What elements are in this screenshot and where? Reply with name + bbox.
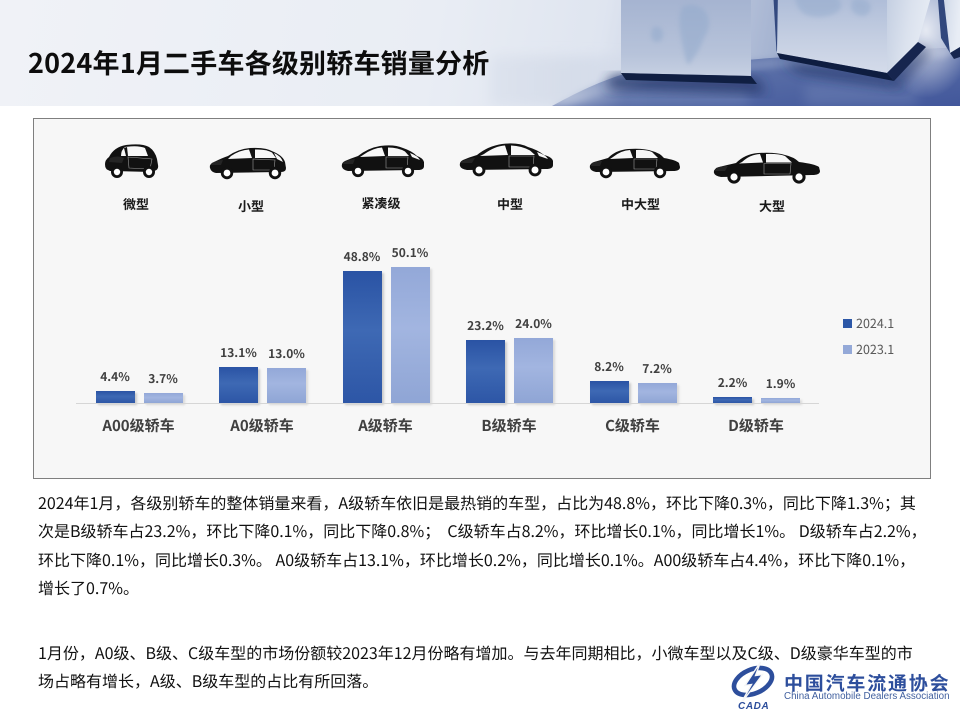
svg-text:CADA: CADA [738, 701, 769, 712]
